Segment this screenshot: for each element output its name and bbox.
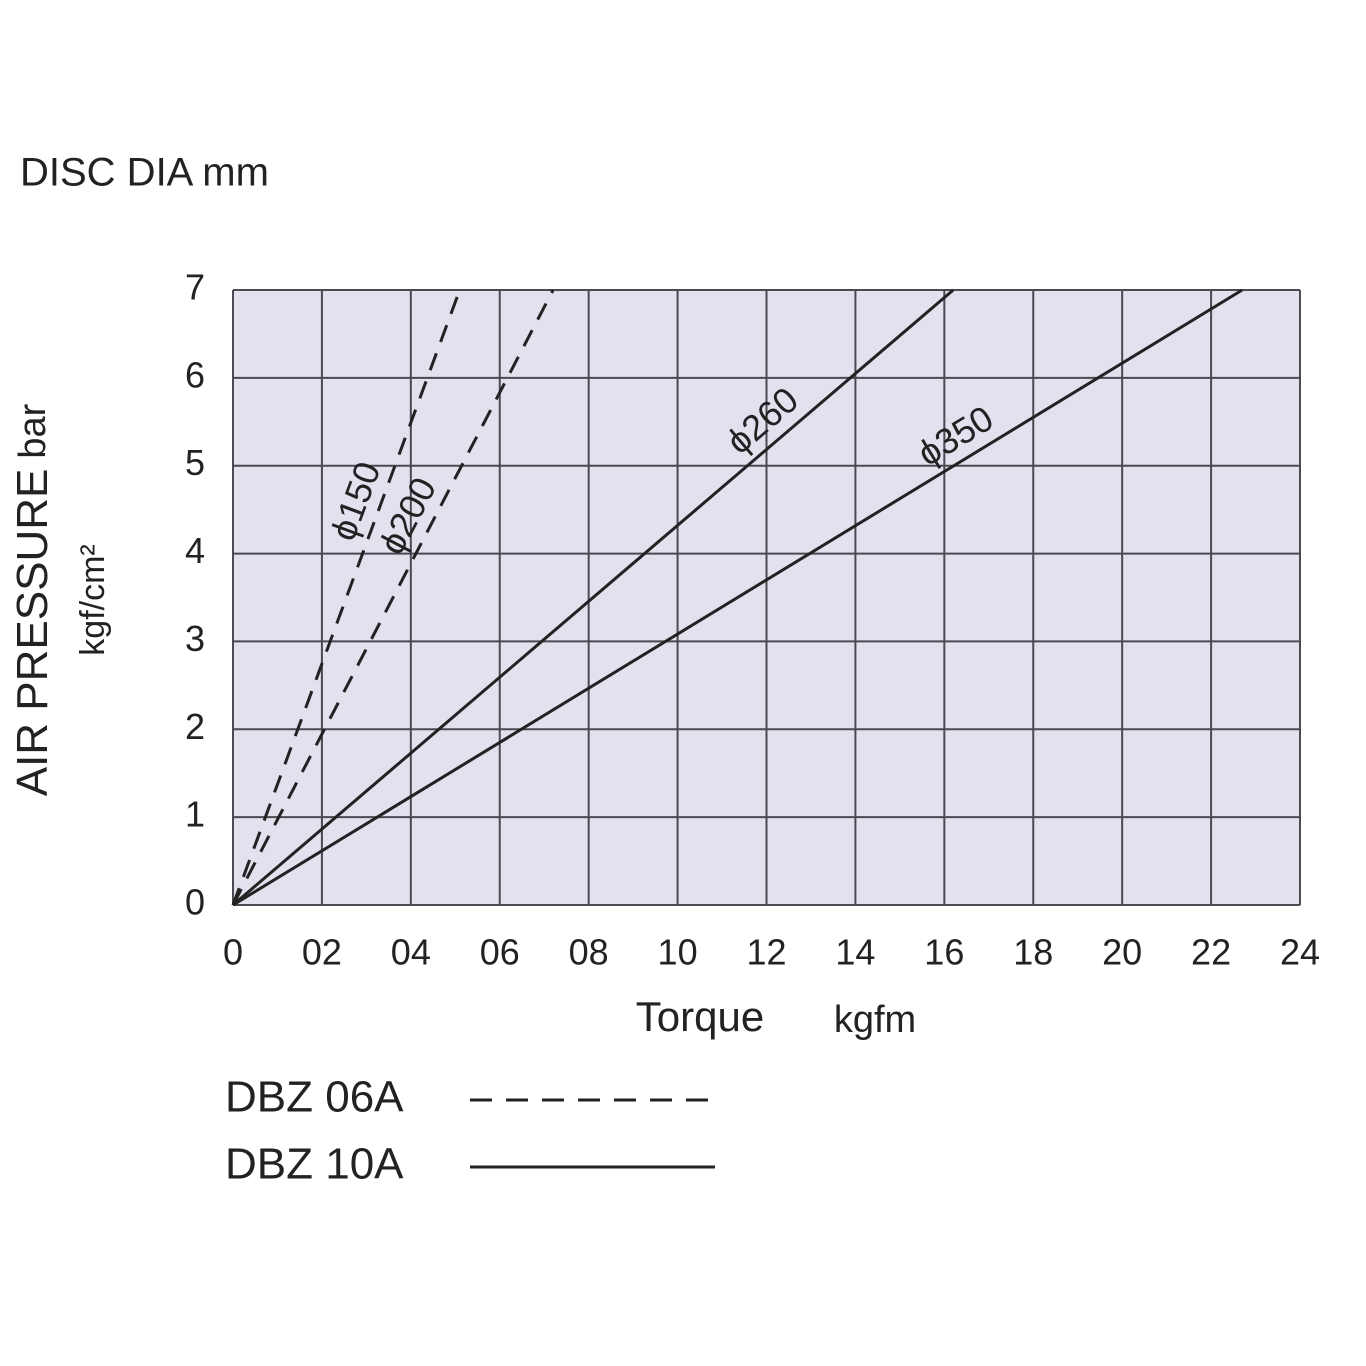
x-tick-label: 04 [391, 932, 431, 973]
x-tick-label: 12 [746, 932, 786, 973]
x-tick-label: 14 [835, 932, 875, 973]
x-tick-label: 02 [302, 932, 342, 973]
y-label: AIR PRESSURE [8, 469, 57, 797]
x-tick-label: 24 [1280, 932, 1320, 973]
series-line [232, 288, 955, 907]
x-tick-label: 06 [480, 932, 520, 973]
y-unit: bar [12, 403, 54, 458]
chart-title: DISC DIA mm [20, 151, 269, 195]
y-axis-label: AIR PRESSURE bar [8, 403, 57, 796]
y-tick-label: 7 [185, 267, 205, 308]
series-line [231, 289, 555, 906]
y-tick-label: 2 [185, 706, 205, 747]
x-unit: kgfm [834, 999, 916, 1041]
x-tick-label: 20 [1102, 932, 1142, 973]
x-tick-label: 22 [1191, 932, 1231, 973]
y-tick-label: 3 [185, 618, 205, 659]
x-tick-label: 10 [658, 932, 698, 973]
x-tick-label: 16 [924, 932, 964, 973]
y-tick-label: 5 [185, 442, 205, 483]
y-tick-label: 6 [185, 354, 205, 395]
x-tick-label: 0 [223, 932, 243, 973]
x-tick-label: 18 [1013, 932, 1053, 973]
y-unit-2: kgf/cm² [74, 544, 112, 655]
legend-label: DBZ 10A [225, 1140, 404, 1189]
series-line [232, 288, 1243, 907]
y-tick-label: 1 [185, 794, 205, 835]
y-tick-label: 4 [185, 530, 205, 571]
series-line [231, 289, 462, 906]
legend-label: DBZ 06A [225, 1073, 404, 1122]
x-axis-label: Torque [636, 993, 764, 1040]
y-tick-label: 0 [185, 882, 205, 923]
x-tick-label: 08 [569, 932, 609, 973]
